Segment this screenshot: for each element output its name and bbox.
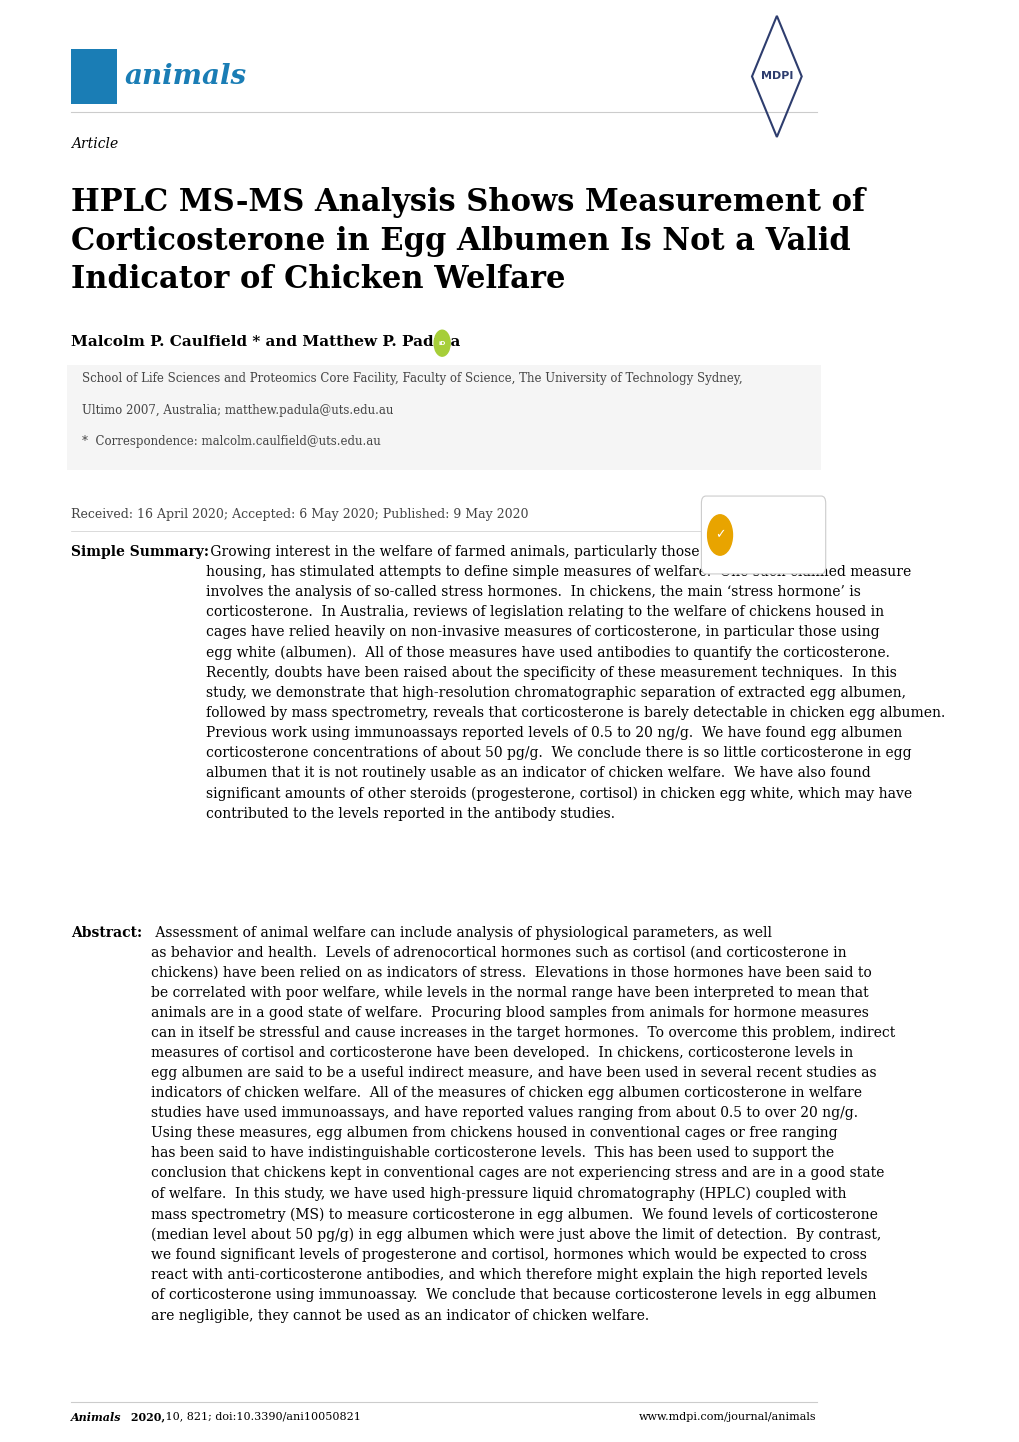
Circle shape xyxy=(434,330,449,356)
FancyBboxPatch shape xyxy=(66,365,820,470)
Text: Growing interest in the welfare of farmed animals, particularly those in restric: Growing interest in the welfare of farme… xyxy=(206,545,945,820)
Text: 2020,: 2020, xyxy=(126,1412,165,1423)
Circle shape xyxy=(707,515,732,555)
Text: 10, 821; doi:10.3390/ani10050821: 10, 821; doi:10.3390/ani10050821 xyxy=(162,1412,361,1422)
Text: iD: iD xyxy=(438,340,445,346)
Text: Received: 16 April 2020; Accepted: 6 May 2020; Published: 9 May 2020: Received: 16 April 2020; Accepted: 6 May… xyxy=(71,508,528,521)
Text: Ultimo 2007, Australia; matthew.padula@uts.edu.au: Ultimo 2007, Australia; matthew.padula@u… xyxy=(82,404,392,417)
Text: updates: updates xyxy=(737,544,785,554)
Text: Simple Summary:: Simple Summary: xyxy=(71,545,209,559)
Text: Abstract:: Abstract: xyxy=(71,926,142,940)
Text: check for: check for xyxy=(737,518,782,528)
Text: ✓: ✓ xyxy=(714,528,725,542)
Text: Malcolm P. Caulfield * and Matthew P. Padula: Malcolm P. Caulfield * and Matthew P. Pa… xyxy=(71,335,460,349)
FancyBboxPatch shape xyxy=(71,49,117,104)
Text: Assessment of animal welfare can include analysis of physiological parameters, a: Assessment of animal welfare can include… xyxy=(151,926,895,1322)
Text: Animals: Animals xyxy=(71,1412,121,1423)
Text: Article: Article xyxy=(71,137,118,151)
FancyBboxPatch shape xyxy=(701,496,825,574)
Text: *  Correspondence: malcolm.caulfield@uts.edu.au: * Correspondence: malcolm.caulfield@uts.… xyxy=(82,435,380,448)
Text: MDPI: MDPI xyxy=(760,72,793,81)
Text: HPLC MS-MS Analysis Shows Measurement of
Corticosterone in Egg Albumen Is Not a : HPLC MS-MS Analysis Shows Measurement of… xyxy=(71,187,864,294)
Text: www.mdpi.com/journal/animals: www.mdpi.com/journal/animals xyxy=(639,1412,816,1422)
Text: animals: animals xyxy=(124,63,247,89)
Text: School of Life Sciences and Proteomics Core Facility, Faculty of Science, The Un: School of Life Sciences and Proteomics C… xyxy=(82,372,742,385)
